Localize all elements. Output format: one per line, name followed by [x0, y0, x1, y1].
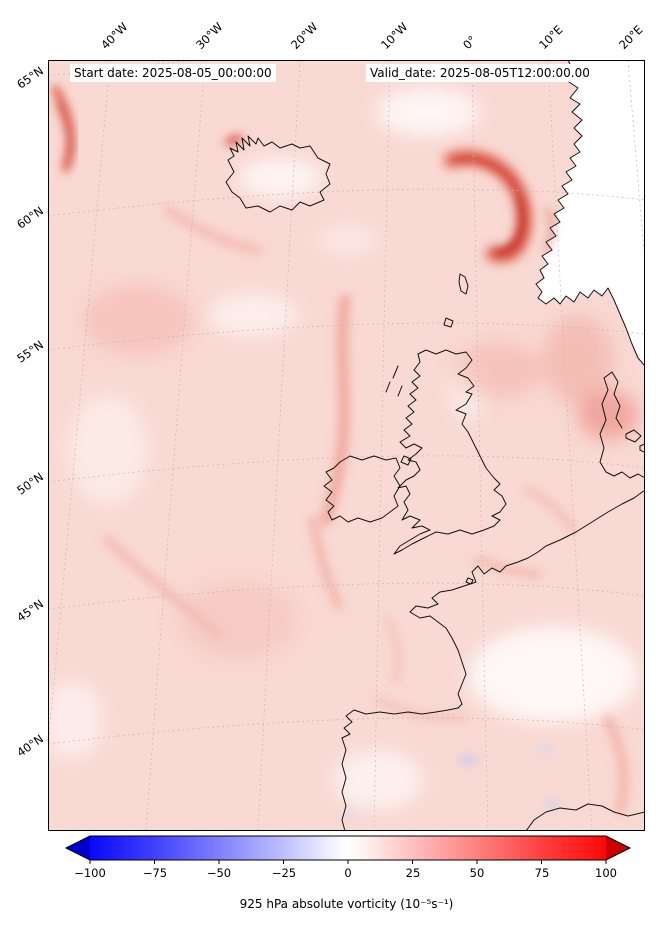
coast-mediterranean — [525, 803, 645, 831]
iceland-vorticity-spot — [224, 134, 244, 146]
left-tick-60n: 60°N — [14, 203, 47, 232]
top-tick-10w: 10°W — [378, 19, 411, 52]
colorbar-tick-minus75: −75 — [142, 866, 168, 880]
coast-denmark-east — [611, 371, 623, 429]
left-tick-40n: 40°N — [14, 731, 47, 760]
colorbar-tick-minus100: −100 — [74, 866, 106, 880]
colorbar-gradient — [90, 836, 606, 860]
coast-ireland — [323, 455, 401, 523]
colorbar-tick-25: 25 — [405, 866, 421, 880]
coast-continental-europe — [341, 489, 645, 831]
left-tick-45n: 45°N — [14, 596, 47, 625]
valid-date-label: Valid_date: 2025-08-05T12:00:00.00 — [366, 64, 594, 82]
top-tick-10e: 10°E — [536, 22, 566, 52]
left-tick-50n: 50°N — [14, 469, 47, 498]
strong-vorticity-features — [51, 85, 555, 267]
colorbar-tick-minus50: −50 — [206, 866, 232, 880]
left-tick-65n: 65°N — [14, 63, 47, 92]
colorbar-tick-75: 75 — [534, 866, 550, 880]
colorbar-tick-100: 100 — [595, 866, 617, 880]
coast-isle-of-man — [400, 455, 412, 466]
vorticity-field — [48, 88, 638, 820]
coast-denmark — [599, 371, 645, 479]
map-frame — [48, 60, 645, 831]
start-date-label: Start date: 2025-08-05_00:00:00 — [70, 64, 276, 82]
coast-shetland — [458, 273, 469, 295]
top-tick-40w: 40°W — [98, 19, 131, 52]
coast-iceland — [225, 135, 331, 213]
colorbar-tick-50: 50 — [469, 866, 485, 880]
northwest-edge-vorticity-streak — [51, 85, 76, 173]
colorbar-extend-under — [66, 836, 90, 860]
coastlines — [225, 60, 645, 831]
colorbar-tick-0: 0 — [344, 866, 352, 880]
colorbar-tick-minus25: −25 — [271, 866, 297, 880]
left-tick-55n: 55°N — [14, 337, 47, 366]
colorbar-caption: 925 hPa absolute vorticity (10⁻⁵s⁻¹) — [239, 897, 454, 911]
top-tick-20e: 20°E — [616, 22, 646, 52]
land-norway — [536, 60, 645, 366]
colorbar — [64, 835, 632, 864]
map-canvas — [48, 60, 645, 831]
coast-norway — [535, 60, 645, 367]
top-tick-30w: 30°W — [193, 19, 226, 52]
gridlines — [48, 60, 645, 831]
colorbar-tick-marks — [89, 860, 607, 864]
top-tick-20w: 20°W — [288, 19, 321, 52]
norway-vorticity-arc — [441, 146, 555, 267]
coast-great-britain — [393, 349, 507, 555]
coast-danish-islands — [625, 429, 645, 454]
coast-hebrides — [385, 365, 403, 397]
top-tick-0: 0° — [460, 32, 480, 52]
colorbar-extend-over — [606, 836, 630, 860]
coast-orkney — [443, 317, 454, 328]
